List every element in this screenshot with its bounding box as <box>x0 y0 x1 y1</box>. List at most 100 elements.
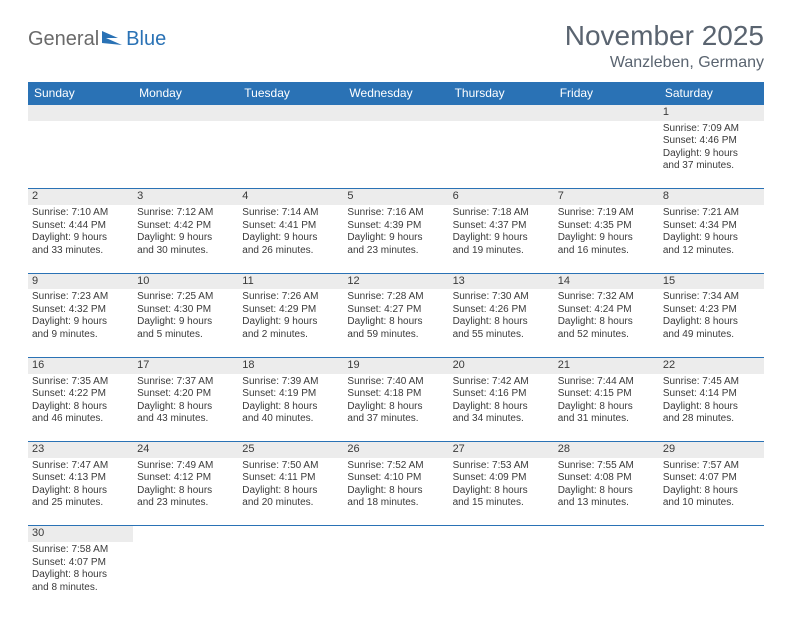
sunset-text: Sunset: 4:23 PM <box>663 304 760 317</box>
day-cell: Sunrise: 7:44 AMSunset: 4:15 PMDaylight:… <box>554 374 659 442</box>
sunset-text: Sunset: 4:42 PM <box>137 220 234 233</box>
location: Wanzleben, Germany <box>565 54 764 72</box>
daylight-text: Daylight: 8 hours <box>347 316 444 329</box>
sunrise-text: Sunrise: 7:21 AM <box>663 207 760 220</box>
sunset-text: Sunset: 4:14 PM <box>663 388 760 401</box>
empty-cell <box>238 121 343 189</box>
sunrise-text: Sunrise: 7:35 AM <box>32 376 129 389</box>
calendar-page: General Blue November 2025 Wanzleben, Ge… <box>0 0 792 630</box>
sunrise-text: Sunrise: 7:49 AM <box>137 460 234 473</box>
empty-cell <box>343 121 448 189</box>
empty-daynum-cell <box>28 105 133 121</box>
daylight-text: Daylight: 8 hours <box>32 401 129 414</box>
day-cell: Sunrise: 7:47 AMSunset: 4:13 PMDaylight:… <box>28 458 133 526</box>
daylight-text: Daylight: 9 hours <box>32 232 129 245</box>
day-number: 19 <box>347 359 359 371</box>
daylight-text: and 13 minutes. <box>558 497 655 510</box>
daylight-text: and 10 minutes. <box>663 497 760 510</box>
day-number: 6 <box>453 190 459 202</box>
day-cell: Sunrise: 7:35 AMSunset: 4:22 PMDaylight:… <box>28 374 133 442</box>
daylight-text: and 12 minutes. <box>663 245 760 258</box>
daylight-text: Daylight: 8 hours <box>453 401 550 414</box>
day-number: 10 <box>137 275 149 287</box>
daylight-text: and 31 minutes. <box>558 413 655 426</box>
daylight-text: Daylight: 8 hours <box>32 569 129 582</box>
sunrise-text: Sunrise: 7:58 AM <box>32 544 129 557</box>
day-number: 17 <box>137 359 149 371</box>
sunset-text: Sunset: 4:07 PM <box>32 557 129 570</box>
day-cell: Sunrise: 7:39 AMSunset: 4:19 PMDaylight:… <box>238 374 343 442</box>
daylight-text: Daylight: 8 hours <box>663 401 760 414</box>
sunrise-text: Sunrise: 7:57 AM <box>663 460 760 473</box>
day-number: 22 <box>663 359 675 371</box>
daylight-text: Daylight: 8 hours <box>453 316 550 329</box>
day-cell: Sunrise: 7:23 AMSunset: 4:32 PMDaylight:… <box>28 289 133 357</box>
day-number: 2 <box>32 190 38 202</box>
day-cell: Sunrise: 7:26 AMSunset: 4:29 PMDaylight:… <box>238 289 343 357</box>
daylight-text: and 5 minutes. <box>137 329 234 342</box>
daynum-row: 23242526272829 <box>28 442 764 458</box>
day-cell: Sunrise: 7:09 AMSunset: 4:46 PMDaylight:… <box>659 121 764 189</box>
sunset-text: Sunset: 4:18 PM <box>347 388 444 401</box>
sunset-text: Sunset: 4:22 PM <box>32 388 129 401</box>
day-number: 11 <box>242 275 253 287</box>
empty-cell <box>554 121 659 189</box>
day-number: 15 <box>663 275 675 287</box>
daylight-text: Daylight: 9 hours <box>137 232 234 245</box>
daylight-text: and 34 minutes. <box>453 413 550 426</box>
sunset-text: Sunset: 4:46 PM <box>663 135 760 148</box>
day-number: 28 <box>558 443 570 455</box>
day-cell: Sunrise: 7:42 AMSunset: 4:16 PMDaylight:… <box>449 374 554 442</box>
day-number-cell: 21 <box>554 357 659 373</box>
empty-cell <box>449 542 554 610</box>
daylight-text: Daylight: 9 hours <box>663 232 760 245</box>
weekday-header: Tuesday <box>238 82 343 105</box>
daylight-text: and 19 minutes. <box>453 245 550 258</box>
daylight-text: Daylight: 8 hours <box>663 485 760 498</box>
daylight-text: Daylight: 8 hours <box>558 401 655 414</box>
sunrise-text: Sunrise: 7:52 AM <box>347 460 444 473</box>
day-number: 23 <box>32 443 44 455</box>
day-number-cell: 2 <box>28 189 133 205</box>
day-number: 5 <box>347 190 353 202</box>
day-cell: Sunrise: 7:18 AMSunset: 4:37 PMDaylight:… <box>449 205 554 273</box>
daylight-text: and 23 minutes. <box>137 497 234 510</box>
day-number: 25 <box>242 443 254 455</box>
day-number: 4 <box>242 190 248 202</box>
empty-cell <box>554 542 659 610</box>
week-content-row: Sunrise: 7:23 AMSunset: 4:32 PMDaylight:… <box>28 289 764 357</box>
empty-daynum-cell <box>343 526 448 542</box>
day-number-cell: 1 <box>659 105 764 121</box>
empty-cell <box>28 121 133 189</box>
daylight-text: Daylight: 9 hours <box>663 148 760 161</box>
daylight-text: and 59 minutes. <box>347 329 444 342</box>
empty-daynum-cell <box>238 526 343 542</box>
day-number: 20 <box>453 359 465 371</box>
day-number: 1 <box>663 106 669 118</box>
sunrise-text: Sunrise: 7:32 AM <box>558 291 655 304</box>
day-number-cell: 19 <box>343 357 448 373</box>
day-number-cell: 9 <box>28 273 133 289</box>
day-number-cell: 30 <box>28 526 133 542</box>
day-cell: Sunrise: 7:58 AMSunset: 4:07 PMDaylight:… <box>28 542 133 610</box>
day-number-cell: 12 <box>343 273 448 289</box>
week-content-row: Sunrise: 7:58 AMSunset: 4:07 PMDaylight:… <box>28 542 764 610</box>
sunset-text: Sunset: 4:16 PM <box>453 388 550 401</box>
day-number: 18 <box>242 359 254 371</box>
sunrise-text: Sunrise: 7:12 AM <box>137 207 234 220</box>
logo: General Blue <box>28 28 166 51</box>
sunset-text: Sunset: 4:41 PM <box>242 220 339 233</box>
title-block: November 2025 Wanzleben, Germany <box>565 20 764 72</box>
sunrise-text: Sunrise: 7:50 AM <box>242 460 339 473</box>
day-number-cell: 25 <box>238 442 343 458</box>
day-number: 12 <box>347 275 359 287</box>
day-number: 29 <box>663 443 675 455</box>
sunrise-text: Sunrise: 7:10 AM <box>32 207 129 220</box>
week-content-row: Sunrise: 7:09 AMSunset: 4:46 PMDaylight:… <box>28 121 764 189</box>
day-cell: Sunrise: 7:50 AMSunset: 4:11 PMDaylight:… <box>238 458 343 526</box>
daylight-text: and 28 minutes. <box>663 413 760 426</box>
calendar-table: SundayMondayTuesdayWednesdayThursdayFrid… <box>28 82 764 610</box>
sunrise-text: Sunrise: 7:18 AM <box>453 207 550 220</box>
flag-icon <box>102 29 124 50</box>
daynum-row: 30 <box>28 526 764 542</box>
